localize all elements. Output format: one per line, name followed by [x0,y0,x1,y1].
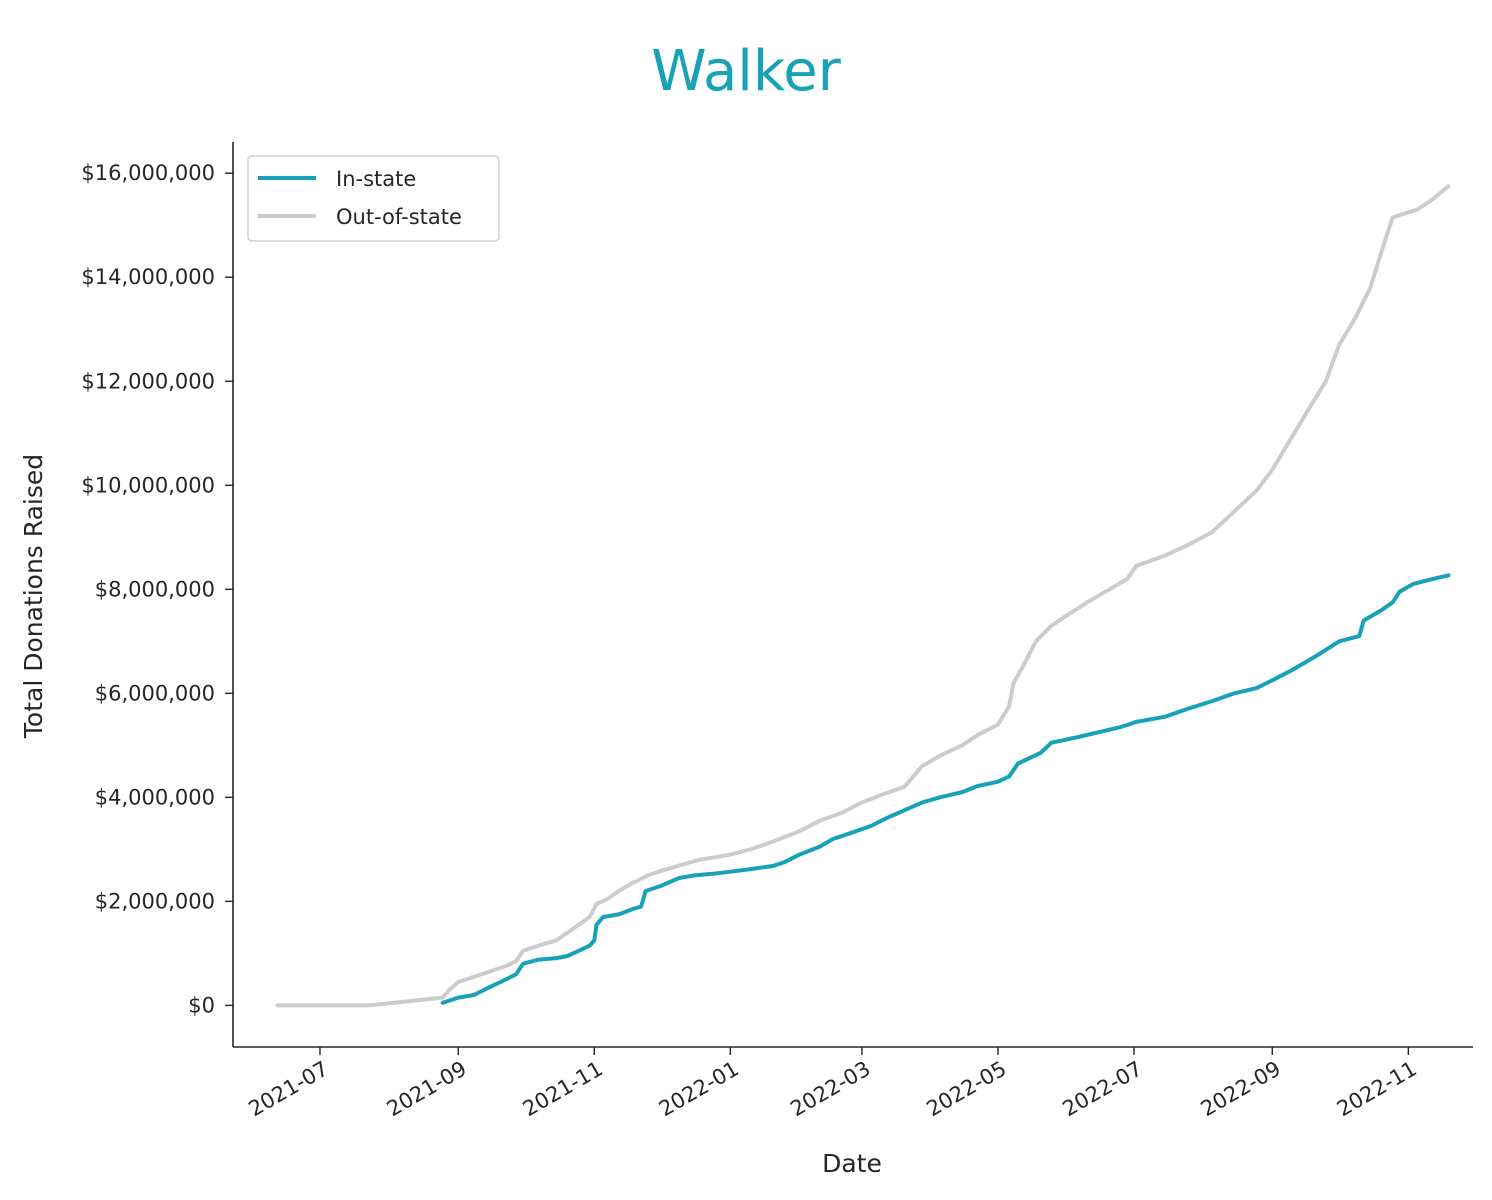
x-tick-label: 2022-11 [1333,1057,1421,1122]
y-tick-label: $10,000,000 [81,473,215,497]
series-line-out-of-state [275,184,1451,1008]
x-tick-label: 2022-07 [1059,1057,1147,1122]
legend-label: In-state [336,167,416,191]
y-axis-label: Total Donations Raised [19,454,48,739]
x-tick-label: 2021-07 [244,1057,332,1122]
y-tick-label: $12,000,000 [81,369,215,393]
y-tick-label: $4,000,000 [95,785,215,809]
y-tick-label: $2,000,000 [95,889,215,913]
series-line-in-state [440,573,1451,1005]
y-tick-label: $8,000,000 [95,577,215,601]
series-layer [275,184,1451,1008]
chart-title: Walker [651,39,842,104]
legend-label: Out-of-state [336,205,462,229]
y-tick-label: $6,000,000 [95,681,215,705]
x-tick-label: 2021-09 [383,1057,471,1122]
y-tick-label: $0 [188,993,215,1017]
x-tick-label: 2021-11 [519,1057,607,1122]
axes [232,142,1473,1048]
x-tick-label: 2022-05 [922,1057,1010,1122]
y-tick-label: $16,000,000 [81,161,215,185]
y-tick-label: $14,000,000 [81,265,215,289]
x-tick-label: 2022-03 [786,1057,874,1122]
legend: In-state Out-of-state [247,155,500,242]
x-axis-ticks: 2021-07 2021-09 2021-11 2022-01 2022-03 2022-… [244,1047,1421,1122]
x-axis-label: Date [822,1149,882,1178]
x-tick-label: 2022-09 [1197,1057,1285,1122]
y-axis-ticks: $0 $2,000,000 $4,000,000 $6,000,000 $8,000,0… [81,161,233,1017]
x-tick-label: 2022-01 [655,1057,743,1122]
